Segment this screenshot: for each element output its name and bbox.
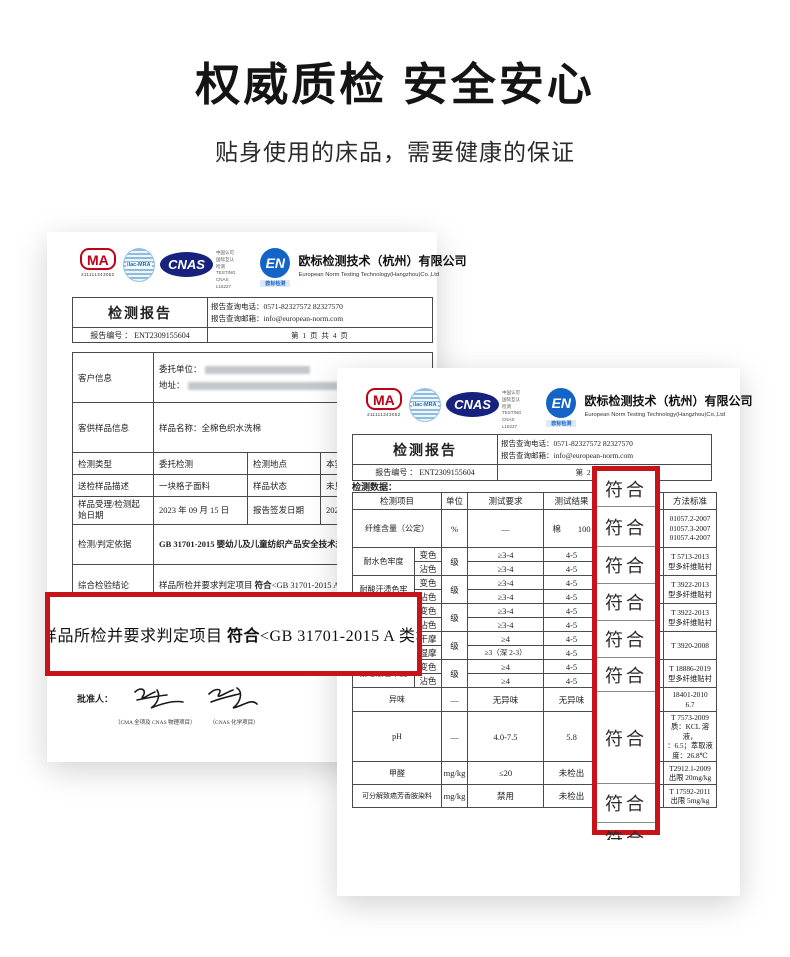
row-label: 报告签发日期	[247, 496, 321, 525]
table-row: 沾色 ≥4 4-5	[353, 673, 717, 688]
en-logo: EN 欧标检测	[260, 248, 291, 287]
report-header-table: 检测报告 报告查询电话：0571-82327572 82327570 报告查询邮…	[72, 297, 433, 343]
table-row: 甲醛 mg/kg ≤20 未检出 T2912.1-2009 出限 20mg/kg	[351, 761, 717, 785]
verdict-cell: 符合	[597, 584, 655, 621]
table-row: 可分解致癌芳香胺染料 mg/kg 禁用 未检出 T 17592-2011 出限 5…	[351, 784, 717, 808]
signature-captions: （CMA 全项及 CNAS 物理项目） （CNAS 化学项目）	[115, 720, 259, 726]
table-row: 沾色 ≥3-4 4-5	[353, 589, 717, 604]
row-value: 委托检测	[153, 452, 248, 475]
verdict-cell: 符合	[597, 621, 655, 658]
cnas-accreditation-text: 中国认可 国际互认 检测 TESTING CNAS L16227	[502, 390, 522, 429]
company-name: 欧标检测技术（杭州）有限公司 European Norm Testing Tec…	[298, 254, 467, 278]
verdict-highlight-box: 符合 符合 符合 符合 符合 符合 符合 符合 符合	[592, 466, 660, 840]
verdict-cell: 符合	[597, 547, 655, 584]
row-label: 样品状态	[247, 474, 321, 497]
verdict-cell: 符合	[597, 507, 655, 547]
approver-label: 批准人：	[77, 694, 114, 704]
report-header-table: 检测报告 报告查询电话：0571-82327572 82327570 报告查询邮…	[352, 434, 712, 481]
page-subtitle: 贴身使用的床品，需要健康的保证	[215, 139, 575, 165]
col-header-method: 方法标准	[663, 492, 717, 510]
table-row: pH — 4.0-7.5 5.8 T 7573-2009 质：KCL 溶液， ：6.…	[351, 711, 717, 762]
redacted-value	[204, 366, 310, 375]
ilac-mra-logo: ilac-MRA	[408, 388, 441, 422]
cma-logo: MA 211111343052	[363, 388, 405, 417]
table-row: 沾色 ≥3-4 4-5	[353, 617, 717, 632]
inspection-report-page2: MA 211111343052 ilac-MRA CNAS 中国认可 国际互认 检…	[337, 368, 753, 896]
row-label: 检测/判定依据	[72, 523, 154, 565]
approver-signature-2	[208, 687, 258, 709]
table-row: 沾色 ≥3-4 4-5	[353, 561, 717, 576]
row-value: 一块格子面料	[153, 474, 248, 497]
row-label: 样品受理/检测起始日期	[72, 496, 154, 525]
conclusion-magnified-text: 样品所检并要求判定项目 符合<GB 31701-2015 A 类>相应的	[45, 628, 417, 645]
table-row: 耐酸汗渍色牢 变色 级 ≥3-4 4-5 T 3922-2013 型多纤维贴衬	[352, 575, 717, 604]
redacted-value	[187, 381, 338, 390]
page-indicator: 第 1 页 共 4 页	[207, 327, 433, 343]
en-logo: EN 欧标检测	[546, 388, 577, 427]
col-header-item: 检测项目	[351, 492, 443, 510]
conclusion-highlight-box: 样品所检并要求判定项目 符合<GB 31701-2015 A 类>相应的	[45, 592, 422, 676]
report-number: 报告编号 ： ENT2309155604	[352, 464, 498, 481]
verdict-cell: 符合	[597, 784, 655, 823]
cma-logo: MA 211111343052	[77, 248, 119, 277]
approver-signature-1	[134, 688, 184, 709]
table-row: 纤维含量（公定） % — 棉 100 01057.2-2007 01057.3-2…	[351, 509, 717, 548]
report-number: 报告编号 ： ENT2309155604	[72, 327, 208, 343]
verdict-cell: 符合	[597, 658, 655, 692]
certification-logos: MA 211111343052 ilac-MRA CNAS 中国认可 国际互认 检…	[363, 388, 753, 431]
cnas-logo: CNAS	[159, 252, 213, 277]
ilac-mra-logo: ilac-MRA	[122, 248, 155, 282]
row-value: 2023 年 09 月 15 日	[153, 496, 248, 525]
table-row: 湿摩 ≥3（深 2-3） 4-5	[353, 645, 717, 660]
verdict-cell: 符合	[597, 692, 655, 784]
col-header-req: 测试要求	[467, 492, 545, 510]
col-header-unit: 单位	[441, 492, 469, 510]
table-row: 异味 — 无异味 无异味 18401-2010 6.7	[351, 687, 717, 712]
report-title: 检测报告	[72, 297, 208, 328]
row-label: 检测类型	[72, 452, 154, 475]
verdict-cell-clipped: 符合	[605, 829, 647, 841]
row-label: 客户信息	[72, 352, 154, 403]
verdict-cell: 符合	[597, 471, 655, 507]
cnas-accreditation-text: 中国认可 国际互认 检测 TESTING CNAS L16227	[216, 250, 236, 289]
approver-block: 批准人：	[77, 684, 261, 714]
company-name: 欧标检测技术（杭州）有限公司 European Norm Testing Tec…	[584, 394, 753, 418]
hero-section: 权威质检 安全安心 贴身使用的床品，需要健康的保证	[0, 48, 790, 167]
page-title: 权威质检 安全安心	[195, 59, 595, 110]
cnas-logo: CNAS	[445, 392, 499, 417]
table-row: 耐水色牢度 变色 级 ≥3-4 4-5 T 5713-2013 型多纤维贴衬	[352, 547, 717, 576]
row-label: 客供样品信息	[72, 402, 154, 453]
report-contact: 报告查询电话：0571-82327572 82327570 报告查询邮箱：inf…	[207, 297, 433, 328]
certification-logos: MA 211111343052 ilac-MRA CNAS 中国认可 国际互认 检…	[77, 248, 467, 291]
row-label: 检测地点	[247, 452, 321, 475]
report-title: 检测报告	[352, 434, 498, 465]
data-section-label: 检测数据：	[352, 482, 398, 492]
row-label: 送检样品描述	[72, 474, 154, 497]
report-contact: 报告查询电话：0571-82327572 82327570 报告查询邮箱：inf…	[497, 434, 712, 465]
